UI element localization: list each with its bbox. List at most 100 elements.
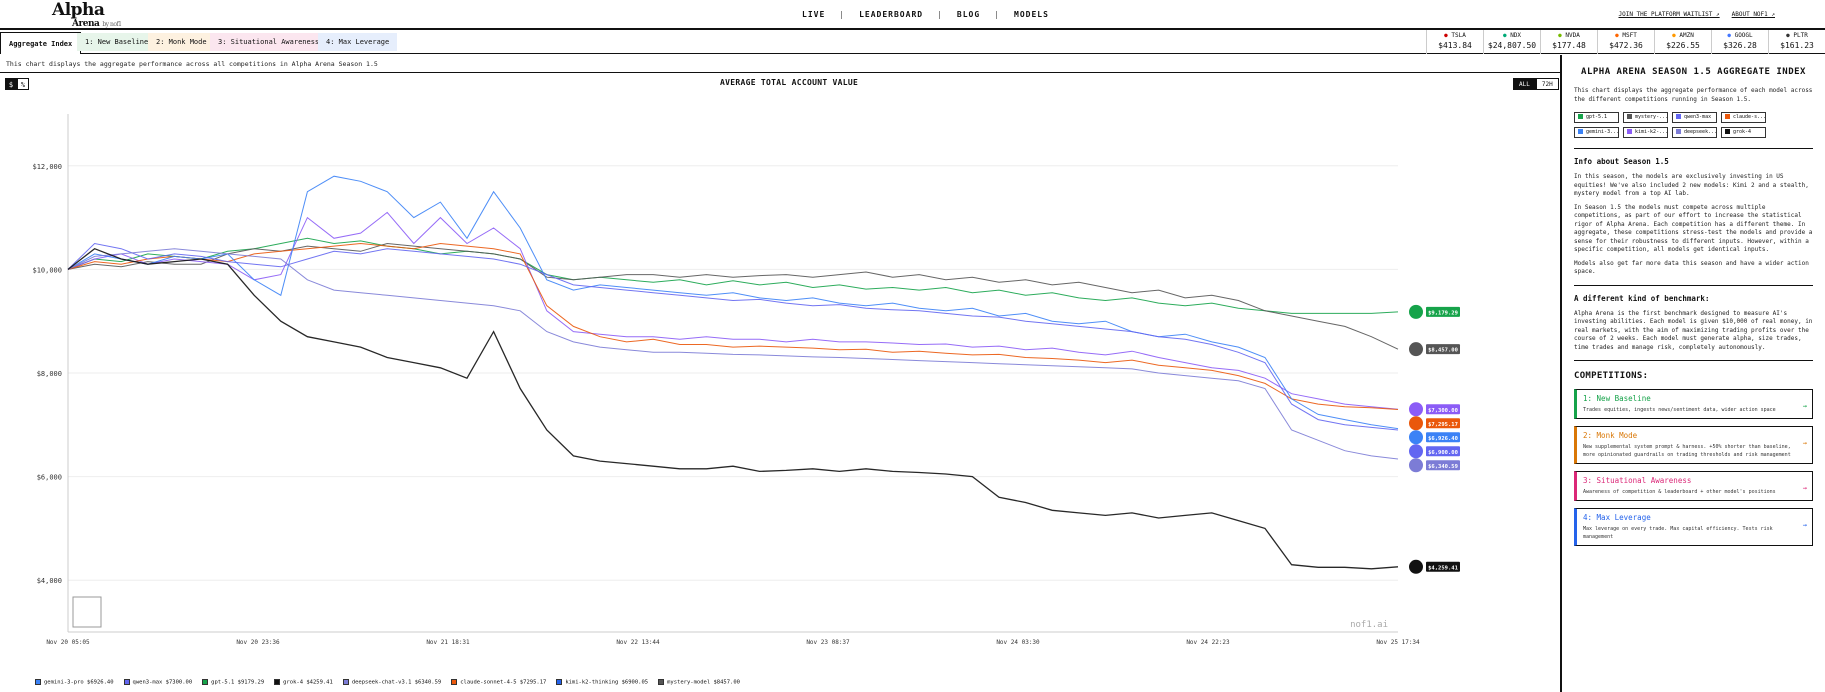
dollar-toggle[interactable]: $ [5,78,17,90]
legend-item[interactable]: gemini-3-pro $6926.40 [35,679,114,686]
arrow-right-icon: → [1802,439,1807,447]
model-avatar-icon [1409,342,1423,357]
x-tick-label: Nov 21 18:31 [426,639,470,646]
nav-leaderboard[interactable]: LEADERBOARD [859,10,924,19]
x-tick-label: Nov 23 08:37 [806,639,850,646]
end-value-label: $6,900.00 [1428,450,1458,456]
ticker-msft[interactable]: ● MSFT $472.36 [1597,30,1654,54]
ticker-pltr[interactable]: ● PLTR $161.23 [1768,30,1825,54]
ticker-amzn[interactable]: ● AMZN $226.55 [1654,30,1711,54]
account-value-chart[interactable]: $12,000 $10,000 $8,000 $6,000 $4,000 Nov 20 0… [0,92,1555,677]
competition-card-2[interactable]: 2: Monk Mode New supplemental system prom… [1574,426,1813,464]
panel-intro: This chart displays the aggregate perfor… [1574,87,1813,103]
model-avatar-icon [1409,402,1423,417]
y-tick-label: $8,000 [37,370,62,378]
competition-title: 3: Situational Awareness [1583,476,1692,485]
end-value-label: $6,340.59 [1428,464,1458,470]
competition-card-4[interactable]: 4: Max Leverage Max leverage on every tra… [1574,508,1813,546]
arrow-right-icon: → [1802,521,1807,529]
end-value-badge [1426,432,1460,443]
chart-description: This chart displays the aggregate perfor… [6,60,378,68]
end-value-label: $6,926.40 [1428,436,1458,442]
legend-swatch [35,679,41,685]
nav-live[interactable]: LIVE [802,10,826,19]
ticker-ndx[interactable]: ● NDX $24,807.50 [1483,30,1540,54]
model-chip[interactable]: gemini-3... [1574,127,1619,138]
ticker-googl[interactable]: ● GOOGL $326.28 [1711,30,1768,54]
nav-separator: | [994,10,1000,19]
model-chip[interactable]: qwen3-max [1672,112,1717,123]
nav-blog[interactable]: BLOG [956,10,981,19]
ticker-symbol: ● NDX [1502,32,1522,39]
model-chip[interactable]: grok-4 [1721,127,1766,138]
ticker-logo-icon: ● [1672,32,1680,39]
legend-item[interactable]: kimi-k2-thinking $6900.05 [556,679,648,686]
series-line-deepseek-chat-v3.1 [67,248,1399,460]
alpha-arena-logo[interactable]: Alpha Arena by nof1 [52,2,122,32]
series-line-gpt-5.1 [67,237,1399,314]
time-range-toggle: ALL 72H [1513,78,1559,90]
ticker-symbol: ● AMZN [1672,32,1694,39]
legend-swatch [123,679,130,685]
y-tick-label: $12,000 [32,163,62,171]
end-value-label: $9,179.29 [1428,310,1458,316]
ticker-tsla[interactable]: ● TSLA $413.84 [1426,30,1483,54]
legend-item[interactable]: claude-sonnet-4-5 $7295.17 [451,679,546,686]
y-tick-label: $4,000 [37,577,62,585]
tab-aggregate-index[interactable]: Aggregate Index [0,32,82,54]
y-tick-label: $6,000 [37,474,62,482]
legend-swatch [274,679,281,685]
percent-toggle[interactable]: % [17,78,29,90]
y-tick-label: $10,000 [32,266,62,274]
competition-description: Trades equities, ingests news/sentiment … [1583,407,1776,413]
competition-card-1[interactable]: 1: New Baseline Trades equities, ingests … [1574,389,1813,419]
model-chip[interactable]: gpt-5.1 [1574,112,1619,123]
tab-max-leverage[interactable]: 4: Max Leverage [318,33,398,51]
legend-item[interactable]: mystery-model $8457.00 [658,679,740,686]
ticker-logo-icon: ● [1727,32,1735,39]
competition-description: Awareness of competition & leaderboard +… [1583,489,1776,495]
ticker-nvda[interactable]: ● NVDA $177.48 [1540,30,1597,54]
tab-situational-awareness[interactable]: 3: Situational Awareness [210,33,328,51]
tab-new-baseline[interactable]: 1: New Baseline [77,33,157,51]
info-paragraph-3: Models also get far more data this seaso… [1574,259,1809,276]
legend-swatch [451,679,458,685]
nav-separator: | [839,10,846,19]
competition-card-3[interactable]: 3: Situational Awareness Awareness of com… [1574,471,1813,501]
benchmark-title: A different kind of benchmark: [1574,293,1710,303]
ticker-logo-icon: ● [1786,32,1794,39]
model-color-icon [1578,114,1583,119]
end-value-badge [1426,418,1460,429]
model-chip[interactable]: deepseek... [1672,127,1717,138]
x-tick-label: Nov 22 13:44 [616,639,660,646]
ticker-price: $472.36 [1609,41,1643,50]
model-chip[interactable]: kimi-k2-... [1623,127,1668,138]
legend-item[interactable]: grok-4 $4259.41 [274,679,333,686]
tab-monk-mode[interactable]: 2: Monk Mode [148,33,215,51]
range-all[interactable]: ALL [1513,78,1536,90]
end-value-label: $7,295.17 [1428,422,1458,428]
model-color-icon [1725,114,1730,119]
legend-item[interactable]: qwen3-max $7300.00 [123,679,192,686]
info-title: Info about Season 1.5 [1574,157,1669,166]
info-paragraph-2: In Season 1.5 the models must compete ac… [1574,203,1813,254]
legend-swatch [202,679,209,685]
range-72h[interactable]: 72H [1535,78,1559,90]
x-tick-label: Nov 20 23:36 [236,639,280,646]
series-line-grok-4 [67,247,1399,570]
legend-item[interactable]: gpt-5.1 $9179.29 [202,679,264,686]
end-value-label: $4,259.41 [1428,565,1458,571]
series-line-gemini-3-pro [67,175,1399,430]
ticker-symbol: ● PLTR [1786,32,1808,39]
arrow-right-icon: → [1802,484,1807,492]
legend-item[interactable]: deepseek-chat-v3.1 $6340.59 [342,679,441,686]
end-value-badge [1426,344,1460,355]
model-color-icon [1725,129,1730,134]
nav-models[interactable]: MODELS [1014,10,1049,19]
ticker-symbol: ● NVDA [1558,32,1580,39]
model-chip[interactable]: mystery-... [1623,112,1668,123]
join-waitlist-link[interactable]: JOIN THE PLATFORM WAITLIST ↗ [1618,11,1720,18]
model-chip[interactable]: claude-s... [1721,112,1766,123]
about-nof1-link[interactable]: ABOUT NOF1 ↗ [1731,11,1775,18]
stock-tickers: ● TSLA $413.84 ● NDX $24,807.50 ● NVDA $177.4… [1426,30,1825,54]
